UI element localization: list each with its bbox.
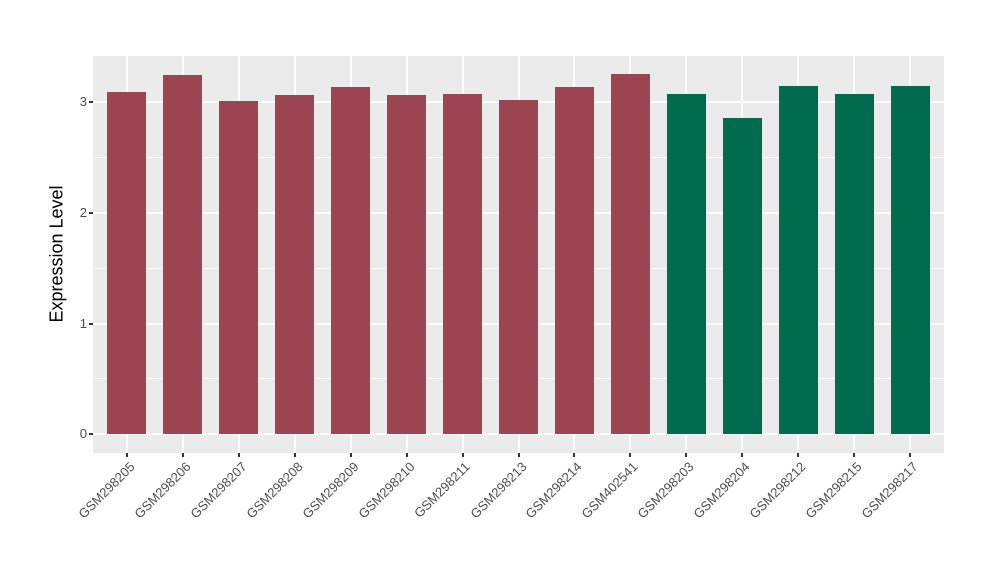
bar (610, 73, 650, 435)
bar (331, 86, 371, 435)
y-tick-label: 3 (79, 94, 87, 110)
x-tick-label-text: GSM298209 (298, 459, 362, 522)
x-tick-mark (237, 453, 240, 457)
bar (834, 93, 874, 435)
x-tick-mark (909, 453, 912, 457)
bar (163, 74, 203, 435)
bar (666, 93, 706, 435)
x-tick-mark (461, 453, 464, 457)
x-tick-label-text: GSM298205 (74, 459, 138, 522)
x-tick-mark (293, 453, 296, 457)
x-tick-mark (629, 453, 632, 457)
x-tick-mark (405, 453, 408, 457)
bar (499, 100, 538, 435)
x-tick-label-text: GSM298213 (466, 459, 530, 522)
x-tick-label-text: GSM298206 (130, 459, 194, 522)
x-tick-label-text: GSM298214 (522, 459, 586, 522)
x-tick-label-text: GSM298212 (746, 459, 810, 522)
y-tick-mark (89, 101, 93, 104)
x-tick-mark (517, 453, 520, 457)
x-tick-label-text: GSM298208 (242, 459, 306, 522)
y-tick-label: 2 (79, 205, 87, 221)
x-tick-label-text: GSM298211 (411, 459, 474, 521)
x-tick-label-text: GSM298203 (634, 459, 698, 522)
bar (778, 85, 818, 435)
x-tick-label-text: GSM402541 (578, 459, 642, 522)
bar (107, 92, 147, 435)
x-tick-label-text: GSM298217 (858, 459, 922, 522)
x-tick-label-text: GSM298215 (802, 459, 866, 522)
x-tick-mark (797, 453, 800, 457)
plot-panel (93, 56, 944, 453)
y-tick-label: 1 (79, 315, 87, 331)
x-tick-label-text: GSM298210 (354, 459, 418, 522)
x-tick-mark (125, 453, 128, 457)
bar (554, 86, 594, 435)
bar (443, 93, 482, 435)
y-tick-mark (89, 433, 93, 436)
x-tick-mark (685, 453, 688, 457)
bar (275, 94, 315, 435)
x-tick-mark (573, 453, 576, 457)
y-tick-mark (89, 212, 93, 215)
x-tick-mark (181, 453, 184, 457)
x-tick-mark (853, 453, 856, 457)
y-tick-label: 0 (79, 426, 87, 442)
bar (219, 101, 259, 435)
x-tick-mark (349, 453, 352, 457)
x-tick-mark (741, 453, 744, 457)
x-tick-label-text: GSM298204 (690, 459, 754, 522)
x-tick-label-text: GSM298207 (186, 459, 250, 522)
bar (890, 85, 930, 435)
y-tick-mark (89, 322, 93, 325)
bar (387, 94, 427, 435)
bar (722, 117, 762, 435)
